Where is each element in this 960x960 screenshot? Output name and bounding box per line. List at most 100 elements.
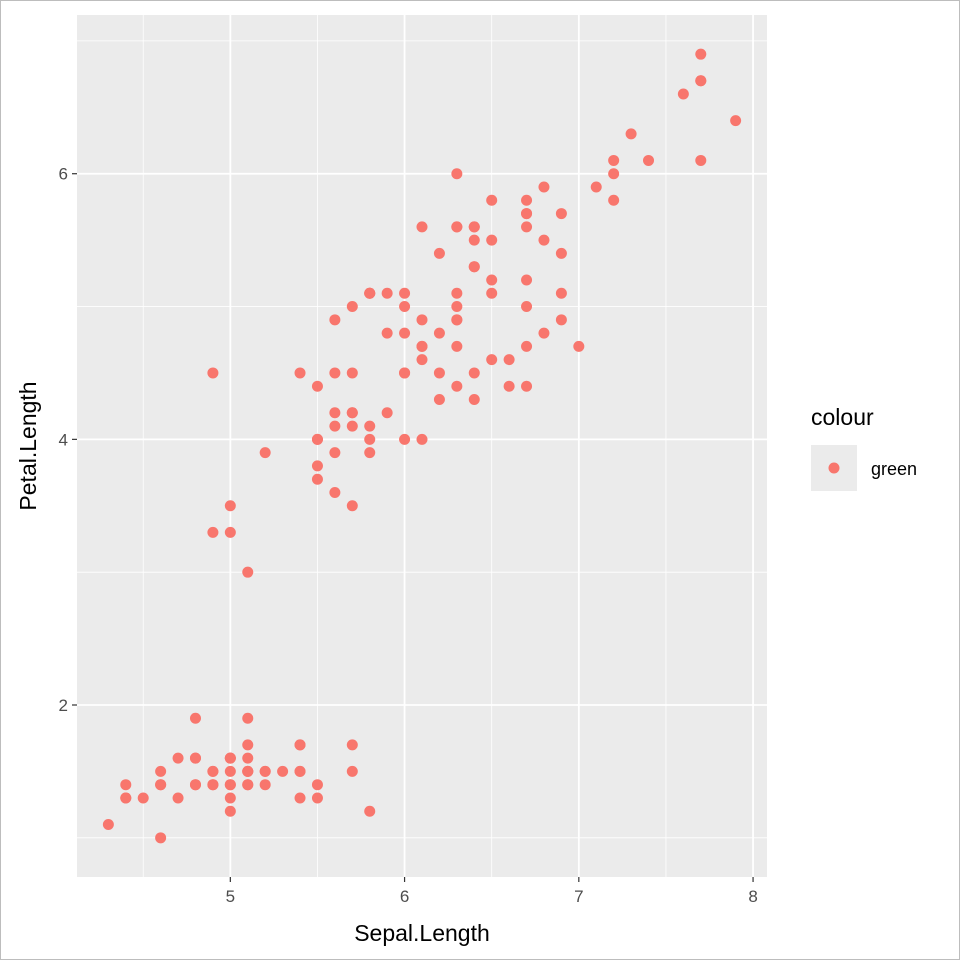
data-point [364, 287, 376, 299]
data-point [399, 287, 411, 299]
data-point [346, 420, 358, 432]
data-point [381, 327, 393, 339]
data-point [277, 765, 289, 777]
data-point [189, 712, 201, 724]
data-point [590, 181, 602, 193]
data-point [486, 274, 498, 286]
data-point [521, 380, 533, 392]
data-point [695, 75, 707, 87]
data-point [259, 447, 271, 459]
data-point [468, 367, 480, 379]
x-axis-title: Sepal.Length [354, 920, 490, 946]
data-point [346, 367, 358, 379]
data-point [695, 48, 707, 60]
data-point [311, 779, 323, 791]
data-point [242, 752, 254, 764]
data-point [433, 394, 445, 406]
data-point [172, 792, 184, 804]
data-point [468, 261, 480, 273]
data-point [608, 194, 620, 206]
data-point [364, 433, 376, 445]
data-point [468, 394, 480, 406]
data-point [416, 314, 428, 326]
data-point [677, 88, 689, 100]
data-point [120, 792, 132, 804]
data-point [346, 301, 358, 313]
data-point [381, 407, 393, 419]
data-points [102, 48, 742, 844]
data-point [311, 460, 323, 472]
data-point [730, 115, 742, 127]
data-point [486, 354, 498, 366]
y-tick-label: 4 [59, 430, 68, 449]
data-point [224, 805, 236, 817]
x-tick-label: 5 [226, 887, 235, 906]
data-point [433, 247, 445, 259]
data-point [224, 792, 236, 804]
data-point [451, 340, 463, 352]
data-point [137, 792, 149, 804]
data-point [329, 407, 341, 419]
data-point [242, 779, 254, 791]
x-tick-label: 7 [574, 887, 583, 906]
data-point [521, 221, 533, 233]
legend-point [828, 462, 840, 474]
data-point [311, 433, 323, 445]
data-point [555, 314, 567, 326]
data-point [329, 420, 341, 432]
y-tick-label: 6 [59, 165, 68, 184]
data-point [521, 208, 533, 220]
data-point [207, 765, 219, 777]
data-point [416, 354, 428, 366]
data-point [294, 367, 306, 379]
data-point [242, 739, 254, 751]
data-point [311, 473, 323, 485]
data-point [451, 287, 463, 299]
y-axis-title: Petal.Length [15, 381, 41, 510]
data-point [486, 234, 498, 246]
data-point [329, 367, 341, 379]
data-point [329, 447, 341, 459]
data-point [207, 779, 219, 791]
data-point [294, 739, 306, 751]
data-point [224, 752, 236, 764]
data-point [399, 367, 411, 379]
data-point [172, 752, 184, 764]
data-point [381, 287, 393, 299]
data-point [451, 168, 463, 180]
data-point [155, 832, 167, 844]
data-point [224, 765, 236, 777]
data-point [643, 154, 655, 166]
data-point [242, 712, 254, 724]
data-point [346, 739, 358, 751]
data-point [364, 447, 376, 459]
data-point [573, 340, 585, 352]
data-point [416, 221, 428, 233]
data-point [521, 274, 533, 286]
data-point [451, 314, 463, 326]
data-point [259, 779, 271, 791]
data-point [451, 380, 463, 392]
data-point [120, 779, 132, 791]
data-point [346, 500, 358, 512]
data-point [468, 221, 480, 233]
data-point [399, 327, 411, 339]
data-point [695, 154, 707, 166]
data-point [433, 367, 445, 379]
data-point [242, 765, 254, 777]
data-point [555, 208, 567, 220]
data-point [521, 301, 533, 313]
data-point [451, 221, 463, 233]
legend: colour green [811, 404, 917, 491]
data-point [294, 765, 306, 777]
data-point [399, 301, 411, 313]
data-point [451, 301, 463, 313]
data-point [399, 433, 411, 445]
data-point [555, 287, 567, 299]
legend-title: colour [811, 404, 874, 430]
plot-panel [77, 15, 767, 877]
data-point [329, 314, 341, 326]
x-tick-label: 6 [400, 887, 409, 906]
